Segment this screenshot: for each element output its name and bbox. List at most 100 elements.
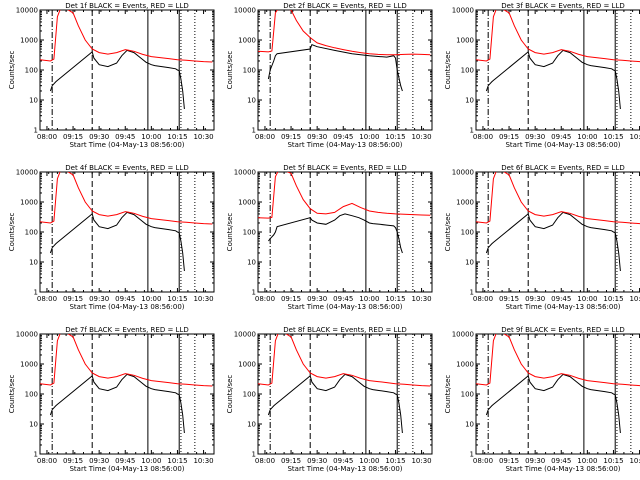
chart-panel-9: Det 9f BLACK = Events, RED = LLD 1 10 100 10…	[444, 326, 640, 473]
x-tick-label: 10:15	[385, 457, 405, 465]
y-tick-label: 10	[29, 259, 38, 267]
series-events	[485, 49, 621, 110]
x-tick-label: 09:15	[499, 457, 519, 465]
y-tick-label: 1000	[456, 37, 474, 45]
x-tick-label: 08:00	[255, 133, 275, 141]
x-tick-label: 09:15	[499, 133, 519, 141]
x-tick-label: 09:45	[551, 133, 571, 141]
x-tick-label: 10:15	[385, 133, 405, 141]
x-tick-label: 09:30	[525, 295, 545, 303]
y-tick-label: 1000	[20, 199, 38, 207]
series-lld	[476, 334, 640, 387]
y-tick-label: 1	[252, 127, 256, 135]
x-tick-label: 10:15	[603, 133, 623, 141]
x-tick-label: 09:30	[307, 133, 327, 141]
y-tick-label: 1	[470, 451, 474, 459]
x-tick-label: 08:00	[473, 457, 493, 465]
y-tick-label: 100	[243, 67, 256, 75]
x-tick-label: 09:45	[115, 457, 135, 465]
chart-panel-4: Det 4f BLACK = Events, RED = LLD 1 10 100 10…	[8, 164, 215, 311]
x-tick-label: 08:00	[473, 133, 493, 141]
y-axis-label: Counts/sec	[8, 375, 16, 414]
y-tick-label: 100	[25, 391, 38, 399]
y-tick-label: 10000	[234, 169, 256, 177]
y-tick-label: 10000	[16, 169, 38, 177]
series-lld	[476, 10, 640, 63]
series-events	[49, 211, 185, 272]
x-tick-label: 09:15	[281, 295, 301, 303]
x-tick-label: 10:15	[385, 295, 405, 303]
y-tick-label: 10	[247, 259, 256, 267]
plot-frame	[257, 333, 433, 455]
panel-title: Det 2f BLACK = Events, RED = LLD	[283, 2, 406, 10]
y-axis-label: Counts/sec	[444, 375, 452, 414]
x-axis-label: Start Time (04-May-13 08:56:00)	[69, 465, 184, 473]
x-tick-label: 09:45	[333, 133, 353, 141]
panel-title: Det 5f BLACK = Events, RED = LLD	[283, 164, 406, 172]
series-lld	[40, 172, 213, 225]
panel-title: Det 6f BLACK = Events, RED = LLD	[501, 164, 624, 172]
x-tick-label: 10:30	[411, 457, 431, 465]
y-axis-label: Counts/sec	[226, 375, 234, 414]
x-axis-label: Start Time (04-May-13 08:56:00)	[505, 303, 620, 311]
series-lld	[258, 334, 431, 387]
x-tick-label: 09:30	[525, 457, 545, 465]
x-tick-label: 10:00	[577, 295, 597, 303]
y-tick-label: 1	[34, 289, 38, 297]
y-tick-label: 10000	[452, 7, 474, 15]
y-tick-label: 10	[465, 259, 474, 267]
y-tick-label: 10	[465, 97, 474, 105]
panel-title: Det 7f BLACK = Events, RED = LLD	[65, 326, 188, 334]
y-tick-label: 1000	[238, 37, 256, 45]
x-tick-label: 10:30	[629, 295, 640, 303]
y-tick-label: 10000	[452, 169, 474, 177]
x-tick-label: 09:15	[281, 457, 301, 465]
y-tick-label: 1	[470, 289, 474, 297]
panel-title: Det 4f BLACK = Events, RED = LLD	[65, 164, 188, 172]
x-tick-label: 09:30	[525, 133, 545, 141]
y-tick-label: 100	[25, 67, 38, 75]
x-tick-label: 10:00	[359, 133, 379, 141]
x-tick-label: 09:15	[63, 133, 83, 141]
x-tick-label: 09:45	[333, 295, 353, 303]
x-tick-label: 09:30	[89, 133, 109, 141]
y-axis-label: Counts/sec	[8, 51, 16, 90]
y-tick-label: 1	[252, 289, 256, 297]
series-events	[267, 43, 403, 92]
x-tick-label: 10:00	[141, 295, 161, 303]
y-tick-label: 1	[34, 451, 38, 459]
x-tick-label: 08:00	[37, 133, 57, 141]
series-lld	[40, 334, 213, 387]
x-tick-label: 09:45	[115, 295, 135, 303]
x-tick-label: 10:00	[141, 457, 161, 465]
y-tick-label: 1	[34, 127, 38, 135]
plot-frame	[39, 333, 215, 455]
x-tick-label: 09:45	[551, 295, 571, 303]
y-tick-label: 10	[465, 421, 474, 429]
y-tick-label: 1000	[20, 361, 38, 369]
x-axis-label: Start Time (04-May-13 08:56:00)	[69, 141, 184, 149]
x-tick-label: 10:15	[603, 457, 623, 465]
series-lld	[258, 10, 431, 56]
chart-panel-5: Det 5f BLACK = Events, RED = LLD 1 10 100 10…	[226, 164, 433, 311]
y-tick-label: 10	[29, 421, 38, 429]
x-tick-label: 08:00	[255, 295, 275, 303]
chart-panel-6: Det 6f BLACK = Events, RED = LLD 1 10 100 10…	[444, 164, 640, 311]
series-lld	[476, 172, 640, 225]
series-events	[49, 373, 185, 434]
x-tick-label: 10:30	[629, 133, 640, 141]
x-tick-label: 09:15	[63, 295, 83, 303]
panel-title: Det 8f BLACK = Events, RED = LLD	[283, 326, 406, 334]
y-tick-label: 1000	[238, 199, 256, 207]
y-tick-label: 10000	[452, 331, 474, 339]
x-tick-label: 09:30	[89, 457, 109, 465]
x-tick-label: 09:45	[115, 133, 135, 141]
y-tick-label: 10000	[234, 331, 256, 339]
y-tick-label: 100	[25, 229, 38, 237]
x-tick-label: 10:00	[577, 457, 597, 465]
x-tick-label: 09:30	[307, 295, 327, 303]
y-tick-label: 100	[461, 391, 474, 399]
x-axis-label: Start Time (04-May-13 08:56:00)	[287, 465, 402, 473]
x-tick-label: 08:00	[37, 295, 57, 303]
x-tick-label: 09:15	[63, 457, 83, 465]
